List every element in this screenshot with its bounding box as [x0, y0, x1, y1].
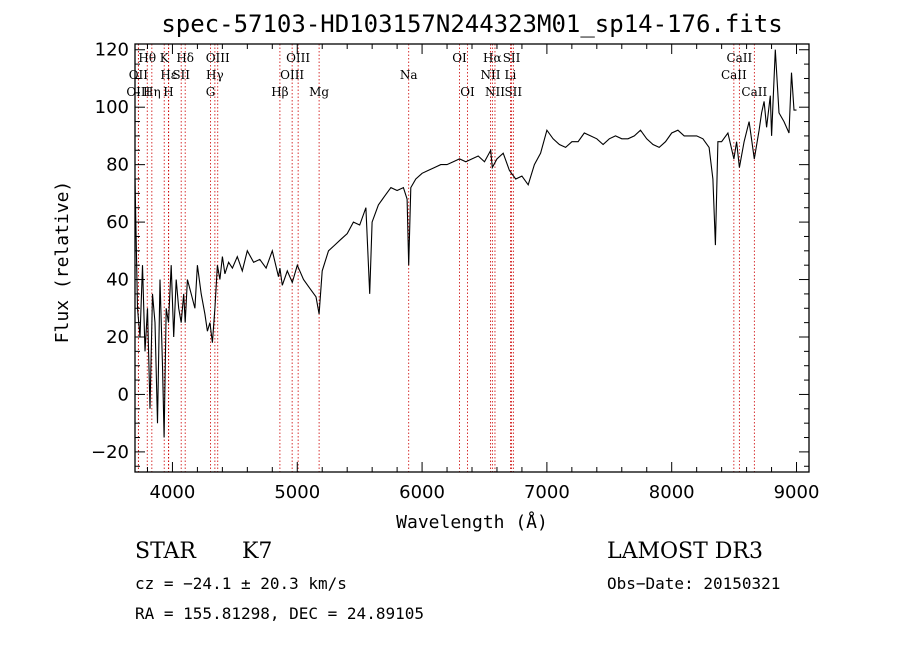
- y-tick-label: 40: [106, 270, 129, 291]
- x-tick-label: 8000: [649, 482, 695, 503]
- line-label: Hθ: [138, 51, 156, 65]
- line-label: Mg: [309, 85, 329, 99]
- line-label: Hβ: [271, 85, 288, 99]
- x-tick-label: 7000: [524, 482, 570, 503]
- y-tick-label: −20: [91, 442, 129, 463]
- line-label: Li: [505, 68, 517, 82]
- x-axis-label: Wavelength (Å): [396, 511, 548, 533]
- line-label: CaII: [741, 85, 767, 99]
- line-label: CaII: [726, 51, 752, 65]
- line-label: CaII: [721, 68, 747, 82]
- plot-frame: [134, 43, 810, 473]
- y-tick-label: 0: [118, 384, 129, 405]
- line-label: OIII: [280, 68, 304, 82]
- survey-name: LAMOST DR3: [607, 539, 763, 564]
- line-label: H: [163, 85, 173, 99]
- x-tick-label: 4000: [150, 482, 196, 503]
- line-label: OII: [129, 68, 149, 82]
- object-class: STAR: [135, 539, 196, 564]
- line-label: OI: [452, 51, 467, 65]
- observation-date: Obs−Date: 20150321: [607, 574, 781, 593]
- line-label: NII: [480, 68, 500, 82]
- line-label: SII: [503, 51, 521, 65]
- object-subclass: K7: [242, 539, 273, 564]
- line-label: OIII: [126, 85, 150, 99]
- line-label: K: [160, 51, 170, 65]
- line-label: OIII: [206, 51, 230, 65]
- line-label: NII: [485, 85, 505, 99]
- line-label: Na: [400, 68, 418, 82]
- y-axis-label: Flux (relative): [52, 181, 73, 344]
- y-tick-label: 80: [106, 155, 129, 176]
- y-axis-ticks: −20 0 20 40 60 80 100 120: [91, 40, 809, 467]
- line-label: Hα: [483, 51, 502, 65]
- coordinates-readout: RA = 155.81298, DEC = 24.89105: [135, 604, 424, 623]
- x-axis-ticks: 4000 5000 6000 7000 8000 9000: [146, 44, 820, 503]
- y-tick-label: 60: [106, 212, 129, 233]
- y-tick-label: 120: [95, 40, 129, 61]
- emission-line-markers: [137, 44, 755, 472]
- redshift-readout: cz = −24.1 ± 20.3 km/s: [135, 574, 347, 593]
- x-tick-label: 6000: [399, 482, 445, 503]
- x-tick-label: 5000: [274, 482, 320, 503]
- line-label: Hη: [143, 85, 161, 99]
- line-label: SII: [172, 68, 190, 82]
- y-tick-label: 20: [106, 327, 129, 348]
- chart-title: spec-57103-HD103157N244323M01_sp14-176.f…: [161, 10, 782, 38]
- line-label: Hε: [160, 68, 177, 82]
- line-label: G: [206, 85, 216, 99]
- spectrum-line: [134, 49, 797, 438]
- line-label: SII: [504, 85, 522, 99]
- line-label: Hδ: [176, 51, 194, 65]
- x-tick-label: 9000: [774, 482, 820, 503]
- emission-line-labels: Hθ OII OIII K Hε Hη H SII Hδ OIII Hγ G Hβ OIII OIII Mg N…: [126, 51, 767, 99]
- y-tick-label: 100: [95, 97, 129, 118]
- line-label: OI: [460, 85, 475, 99]
- line-label: Hγ: [206, 68, 224, 82]
- line-label: OIII: [286, 51, 310, 65]
